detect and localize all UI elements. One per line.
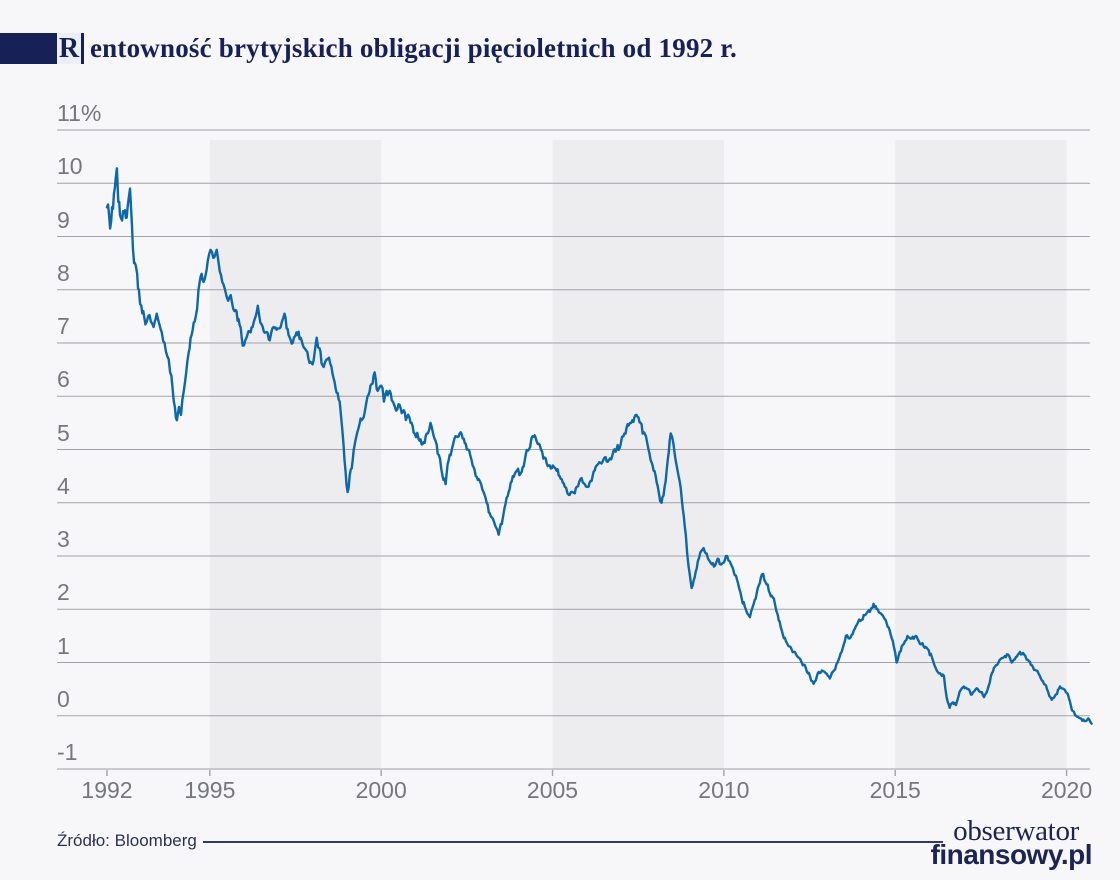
obserwatorfinansowy-logo: obserwator finansowy.pl (930, 815, 1093, 870)
y-axis-label: 10 (57, 153, 83, 180)
period-band (895, 140, 1067, 770)
period-band (209, 140, 382, 770)
y-axis-label: 4 (57, 472, 70, 499)
logo-obserwator: obserwator (953, 815, 1079, 847)
y-axis-label: -1 (57, 739, 78, 765)
y-axis-label: 3 (57, 526, 70, 552)
title-accent-bar: R (0, 33, 84, 64)
y-axis-label: 6 (57, 366, 70, 393)
title-initial: R (57, 32, 81, 64)
y-axis-label: 2 (57, 579, 70, 606)
page-title: entowność brytyjskich obligacji pięciole… (90, 33, 737, 63)
x-axis-label: 2010 (698, 777, 750, 803)
chart-header: R entowność brytyjskich obligacji pięcio… (0, 33, 737, 64)
y-axis-label: 0 (57, 685, 70, 712)
x-axis-label: 1995 (184, 777, 236, 803)
y-axis-label: 8 (57, 259, 70, 286)
footer-rule (203, 841, 943, 843)
x-axis-label: 2000 (355, 777, 407, 803)
y-axis-label: 1 (57, 632, 70, 659)
source-label: Źródło: Bloomberg (57, 831, 197, 850)
y-axis-label: 5 (57, 419, 70, 446)
y-axis-label: 11% (57, 100, 102, 126)
y-axis-label: 9 (57, 206, 70, 233)
logo-finansowy-pl: finansowy.pl (930, 839, 1093, 870)
x-axis-label: 2020 (1040, 777, 1093, 803)
x-axis-label: 2015 (869, 777, 921, 803)
x-axis-label: 2005 (526, 777, 579, 803)
x-axis-label: 1992 (81, 777, 133, 803)
period-band (552, 140, 724, 770)
y-axis-label: 7 (57, 313, 70, 339)
yield-line (105, 167, 1093, 725)
